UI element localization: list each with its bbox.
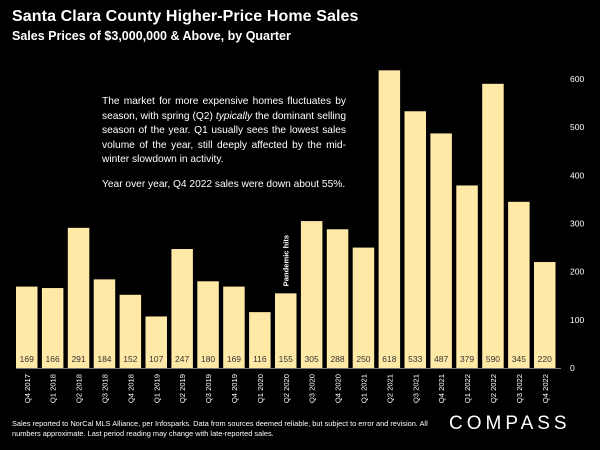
y-tick-label: 200 [570,267,584,277]
x-tick-label: Q4 2019 [230,374,239,403]
data-label: 184 [97,354,111,364]
bar-q4-2022 [534,262,556,368]
data-label: 247 [175,354,189,364]
data-label: 180 [201,354,215,364]
compass-logo: COMPASS [449,413,571,434]
bar-q2-2020 [275,293,297,368]
data-label: 305 [305,354,319,364]
bar-q1-2018 [41,288,64,368]
data-label: 152 [123,354,137,364]
bar-q1-2022 [456,185,478,368]
bar-q4-2019 [223,286,245,368]
x-tick-label: Q4 2022 [541,374,550,403]
data-label: 107 [149,354,163,364]
annotation-paragraph-2: Year over year, Q4 2022 sales were down … [102,178,346,190]
bar-q2-2022 [482,83,504,369]
data-label: 220 [538,354,552,364]
data-label: 116 [253,354,267,364]
x-tick-label: Q1 2020 [256,374,265,403]
x-tick-label: Q4 2018 [126,374,135,403]
x-tick-label: Q1 2022 [463,374,472,403]
data-label: 533 [408,354,422,364]
bar-q4-2018 [119,294,142,368]
y-tick-label: 100 [570,315,584,325]
bar-q4-2021 [430,133,452,368]
bar-q1-2019 [145,316,167,368]
bar-q4-2020 [326,229,349,368]
x-tick-label: Q1 2018 [49,374,58,403]
y-tick-label: 500 [570,122,584,132]
annotation-text: The market for more expensive homes fluc… [102,95,346,193]
data-label: 288 [330,354,344,364]
data-label: 590 [486,354,500,364]
x-tick-label: Q4 2017 [23,374,32,403]
bar-q2-2018 [67,227,90,368]
bar-q4-2017 [16,286,38,368]
annotation-paragraph-1: The market for more expensive homes fluc… [102,96,346,166]
data-label: 250 [356,354,370,364]
data-label: 291 [71,354,85,364]
bar-q2-2019 [171,249,193,368]
x-tick-label: Q3 2018 [100,374,109,403]
x-tick-label: Q2 2018 [75,374,84,403]
x-tick-label: Q2 2021 [385,374,394,403]
chart-title: Santa Clara County Higher-Price Home Sal… [12,8,359,25]
chart-subtitle: Sales Prices of $3,000,000 & Above, by Q… [12,29,291,43]
bar-q1-2020 [249,312,271,368]
data-label: 379 [460,354,474,364]
x-tick-label: Q1 2021 [359,374,368,403]
data-label: 169 [227,354,241,364]
x-tick-label: Q3 2021 [411,374,420,403]
bar-q3-2021 [404,111,426,368]
bar-q2-2021 [378,70,401,368]
data-label: 166 [46,354,60,364]
bar-q3-2022 [508,201,530,368]
y-tick-label: 0 [570,363,575,373]
bar-q3-2019 [197,281,219,368]
x-tick-label: Q2 2022 [489,374,498,403]
source-footnote: Sales reported to NorCal MLS Alliance, p… [12,419,428,438]
pandemic-annotation: Pandemic hits [282,235,291,286]
data-label: 169 [20,354,34,364]
bar-q1-2021 [352,247,375,368]
x-tick-label: Q3 2022 [515,374,524,403]
x-tick-label: Q4 2021 [437,374,446,403]
data-label: 345 [512,354,526,364]
y-tick-label: 400 [570,170,584,180]
y-tick-label: 300 [570,219,584,229]
y-tick-label: 600 [570,74,584,84]
data-label: 155 [279,354,293,364]
bar-q3-2020 [300,221,323,368]
data-label: 618 [382,354,396,364]
x-tick-label: Q3 2019 [204,374,213,403]
x-tick-label: Q1 2019 [152,374,161,403]
x-tick-label: Q2 2020 [282,374,291,403]
bar-q3-2018 [93,279,116,368]
x-tick-label: Q2 2019 [178,374,187,403]
x-tick-label: Q3 2020 [308,374,317,403]
data-label: 487 [434,354,448,364]
x-tick-label: Q4 2020 [334,374,343,403]
